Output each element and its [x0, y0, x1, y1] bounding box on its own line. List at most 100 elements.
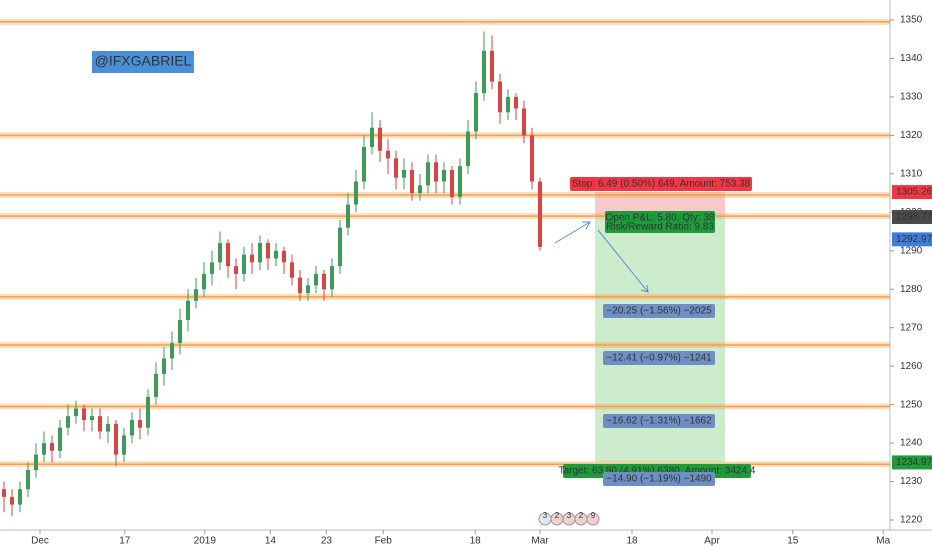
candle-body: [34, 454, 38, 470]
candle-body: [490, 50, 494, 82]
y-tick-label: 1280: [900, 284, 923, 295]
candle-body: [226, 243, 230, 267]
label-text: −14.90 (−1.19%) −1490: [606, 474, 712, 485]
candle-body: [186, 300, 190, 320]
candle-body: [282, 250, 286, 263]
event-count: 2: [579, 511, 584, 520]
candle-body: [130, 420, 134, 436]
candle-body: [122, 435, 126, 455]
candle-body: [474, 93, 478, 132]
candle-body: [402, 170, 406, 178]
candle-body: [82, 408, 86, 420]
candle-body: [450, 170, 454, 197]
candle-body: [378, 127, 382, 151]
y-tick-label: 1320: [900, 130, 923, 141]
candle-body: [58, 427, 62, 451]
label-box: [603, 304, 715, 318]
candle-body: [234, 266, 238, 274]
candle-body: [50, 443, 54, 451]
candle-body: [394, 158, 398, 178]
y-tick-label: 1290: [900, 245, 923, 256]
x-tick-label: Dec: [31, 536, 49, 547]
price-tag-label: 1292.97: [896, 234, 932, 245]
x-tick-label: Feb: [375, 536, 393, 547]
event-count: 9: [591, 511, 596, 520]
y-tick-label: 1230: [900, 476, 923, 487]
candle-body: [370, 127, 374, 147]
label-text: −20.25 (−1.56%) −2025: [606, 306, 712, 317]
candle-body: [18, 489, 22, 505]
candle-body: [74, 408, 78, 417]
candle-body: [290, 262, 294, 278]
price-tag: [892, 210, 932, 225]
candle-body: [386, 150, 390, 159]
candle-body: [218, 243, 222, 263]
candle-body: [330, 266, 334, 290]
x-tick-label: 2019: [194, 536, 217, 547]
candle-body: [250, 254, 254, 263]
candle-body: [114, 423, 118, 455]
candle-body: [522, 108, 526, 136]
y-tick-label: 1350: [900, 15, 923, 26]
label-text: Stop: 6.49 (0.50%) 649, Amount: 753.38: [572, 179, 751, 190]
price-tag: [892, 455, 932, 470]
candle-body: [162, 358, 166, 374]
candle-body: [530, 135, 534, 182]
candle-body: [506, 96, 510, 113]
candle-body: [178, 320, 182, 344]
x-tick-label: Apr: [704, 536, 720, 547]
candle-body: [434, 162, 438, 182]
candle-body: [538, 181, 542, 247]
candle-body: [458, 166, 462, 197]
candle-body: [242, 254, 246, 274]
price-tag-label: 1234.97: [896, 457, 932, 468]
candle-body: [426, 162, 430, 186]
candle-body: [266, 243, 270, 259]
candle-body: [258, 243, 262, 263]
arrow: [554, 221, 591, 244]
event-icon: [586, 512, 600, 526]
candle-body: [362, 146, 366, 182]
candle-body: [146, 396, 150, 428]
x-tick-label: Ma: [876, 536, 890, 547]
event-count: 3: [567, 511, 572, 520]
label-box: [605, 211, 715, 233]
y-tick-label: 1220: [900, 515, 923, 526]
y-tick-label: 1250: [900, 399, 923, 410]
watermark: @IFXGABRIEL: [95, 53, 192, 69]
x-tick-label: 23: [321, 536, 333, 547]
candle-body: [194, 289, 198, 301]
event-count: 3: [543, 511, 548, 520]
watermark-box: [92, 51, 194, 73]
label-text: −16.62 (−1.31%) −1662: [606, 416, 712, 427]
candle-body: [354, 181, 358, 205]
candle-body: [2, 489, 6, 497]
candle-body: [106, 423, 110, 432]
candle-body: [346, 204, 350, 228]
arrow: [597, 229, 649, 293]
candle-body: [66, 416, 70, 428]
candle-body: [90, 416, 94, 420]
candle-body: [42, 443, 46, 455]
candle-body: [338, 227, 342, 267]
candle-body: [202, 273, 206, 290]
price-tag-label: 1298.77: [896, 212, 932, 223]
label-text: Target: 63.80 (4.91%) 6380, Amount: 3424…: [559, 466, 756, 477]
candle-body: [210, 262, 214, 274]
candle-body: [26, 470, 30, 490]
x-tick-label: 14: [265, 536, 277, 547]
label-box: [603, 472, 715, 486]
x-tick-label: 17: [119, 536, 131, 547]
candle-body: [466, 131, 470, 167]
event-count: 2: [555, 511, 560, 520]
y-tick-label: 1330: [900, 92, 923, 103]
candle-body: [314, 273, 318, 286]
y-tick-label: 1270: [900, 322, 923, 333]
price-tag: [892, 232, 932, 247]
label-box: [570, 177, 752, 191]
candle-body: [418, 185, 422, 194]
price-tag: [892, 185, 932, 200]
candle-body: [10, 496, 14, 505]
x-tick-label: 18: [626, 536, 638, 547]
